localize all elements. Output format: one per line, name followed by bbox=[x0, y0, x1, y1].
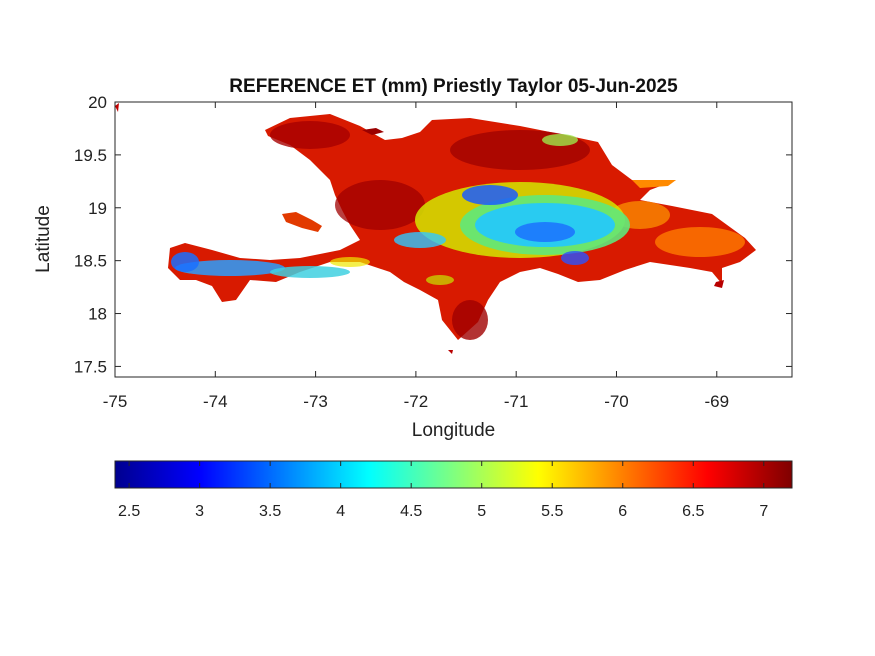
et-heatmap bbox=[115, 103, 756, 354]
zone-blue-center bbox=[515, 222, 575, 242]
heatmap-samana bbox=[632, 180, 676, 188]
zone-east-orange bbox=[655, 227, 745, 257]
colorbar-tick-label: 7 bbox=[759, 503, 768, 520]
zone-nw-dark bbox=[270, 121, 350, 149]
x-tick-label: -69 bbox=[704, 392, 729, 411]
zone-blue-south bbox=[561, 251, 589, 265]
zone-south-yellow bbox=[330, 257, 370, 267]
x-tick-label: -70 bbox=[604, 392, 629, 411]
x-axis-ticks: -75 -74 -73 -72 -71 -70 -69 bbox=[103, 102, 729, 411]
colorbar-tick-label: 6.5 bbox=[682, 503, 704, 520]
x-tick-label: -75 bbox=[103, 392, 128, 411]
zone-south-tip-dark bbox=[452, 300, 488, 340]
x-tick-label: -71 bbox=[504, 392, 529, 411]
zone-cyan-west bbox=[394, 232, 446, 248]
colorbar-tick-label: 3.5 bbox=[259, 503, 281, 520]
chart-title: REFERENCE ET (mm) Priestly Taylor 05-Jun… bbox=[229, 76, 678, 97]
y-tick-label: 19 bbox=[88, 199, 107, 218]
colorbar-tick-label: 6 bbox=[618, 503, 627, 520]
colorbar-tick-label: 3 bbox=[195, 503, 204, 520]
zone-blue-north bbox=[462, 185, 518, 205]
zone-central-haiti-dark bbox=[335, 180, 425, 230]
x-tick-label: -72 bbox=[404, 392, 429, 411]
colorbar-tick-label: 5 bbox=[477, 503, 486, 520]
zone-west-tip-blue bbox=[171, 252, 199, 272]
heatmap-corner-speck bbox=[115, 103, 119, 112]
x-tick-label: -74 bbox=[203, 392, 228, 411]
colorbar-tick-label: 4 bbox=[336, 503, 345, 520]
colorbar-ticks: 2.5 3 3.5 4 4.5 5 5.5 6 6.5 7 bbox=[118, 461, 768, 520]
colorbar bbox=[114, 460, 793, 489]
zone-green-south bbox=[426, 275, 454, 285]
zone-green-north bbox=[542, 134, 578, 146]
y-tick-label: 20 bbox=[88, 93, 107, 112]
y-tick-label: 17.5 bbox=[74, 357, 107, 376]
y-tick-label: 18.5 bbox=[74, 252, 107, 271]
x-tick-label: -73 bbox=[303, 392, 328, 411]
x-axis-label: Longitude bbox=[411, 420, 496, 441]
zone-south-peninsula-cyan bbox=[270, 266, 350, 278]
y-axis-label: Latitude bbox=[33, 205, 54, 273]
colorbar-tick-label: 4.5 bbox=[400, 503, 422, 520]
y-tick-label: 19.5 bbox=[74, 146, 107, 165]
y-tick-label: 18 bbox=[88, 305, 107, 324]
heatmap-saona-island bbox=[714, 280, 724, 288]
y-axis-ticks: 20 19.5 19 18.5 18 17.5 bbox=[74, 93, 792, 376]
zone-south-peninsula-blue bbox=[175, 260, 285, 276]
colorbar-tick-label: 5.5 bbox=[541, 503, 563, 520]
heatmap-tortuga-island bbox=[362, 128, 384, 135]
heatmap-beata-island bbox=[448, 350, 453, 354]
heatmap-zones bbox=[171, 121, 745, 340]
colorbar-tick-label: 2.5 bbox=[118, 503, 140, 520]
heatmap-gonave-island bbox=[282, 212, 322, 232]
